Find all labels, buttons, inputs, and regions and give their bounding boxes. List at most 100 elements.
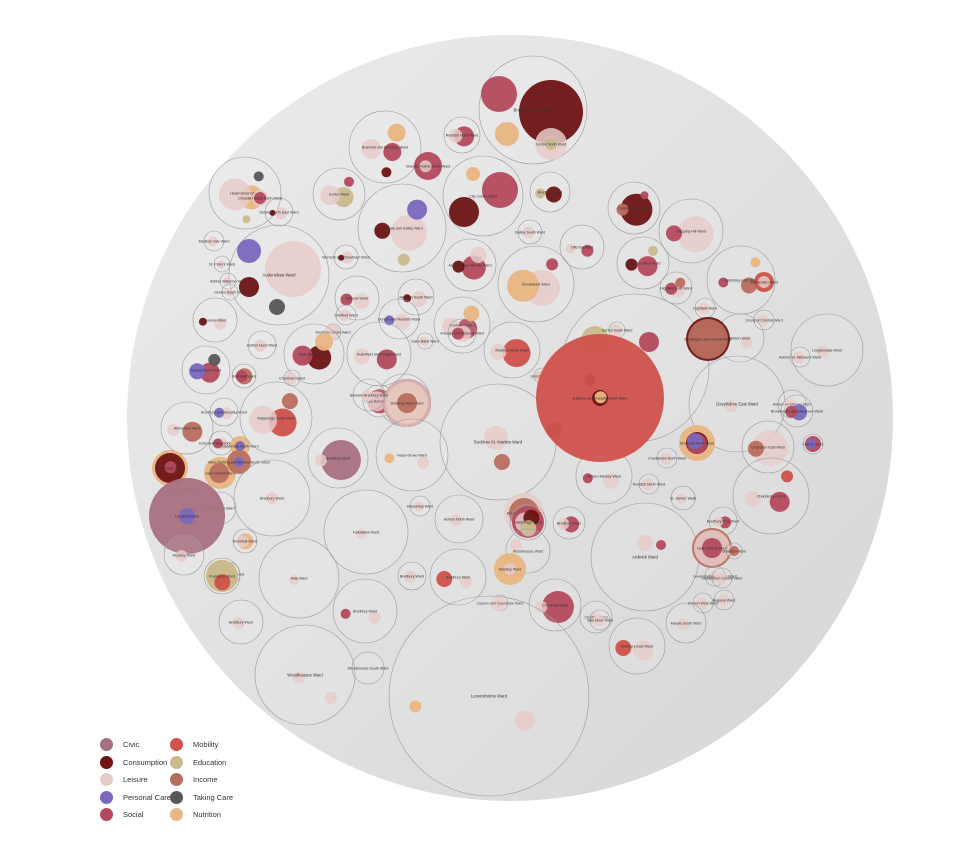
ward-cluster: Hazel Grove Ward xyxy=(375,418,449,492)
ward-cluster: Hale Ward xyxy=(258,537,340,619)
category-bubble-leisure xyxy=(510,539,522,551)
category-bubble-leisure xyxy=(217,260,225,269)
ward-label: Denton North East Ward xyxy=(259,211,298,215)
ward-cluster: City Centre Ward xyxy=(442,155,524,237)
category-bubble-social xyxy=(254,192,266,204)
ward-label: Hale Central Ward xyxy=(697,547,726,551)
ward-cluster: Cheadle Hulme North Ward xyxy=(238,190,282,206)
ward-cluster: Longford Ward xyxy=(149,478,225,554)
ward-cluster: Bredbury Ward xyxy=(332,578,398,644)
ward-label: Bredbury Ward xyxy=(326,457,350,461)
ward-label: Audenshaw Ward xyxy=(263,273,297,278)
ward-label: Cheadle and Gatley Ward xyxy=(381,227,422,231)
category-bubble-nutrition xyxy=(315,332,333,351)
category-bubble-leisure xyxy=(341,251,354,264)
ward-label: Ancoats and Beswick Ward xyxy=(440,332,484,336)
ward-cluster: Hulme Ward xyxy=(802,433,824,455)
ward-label: Droylsden West Ward xyxy=(626,262,661,266)
legend-label: Income xyxy=(193,775,218,784)
ward-label: Miles Platting and Newton Heath Ward xyxy=(208,461,270,465)
category-bubble-social xyxy=(656,540,666,550)
ward-cluster: Reddish South Ward xyxy=(397,278,435,316)
ward-cluster: Reddish South Ward xyxy=(483,321,541,379)
category-bubble-leisure xyxy=(236,535,249,548)
ward-cluster: Gorton Ward xyxy=(312,167,366,221)
category-bubble-mobility xyxy=(781,470,794,483)
category-bubble-leisure xyxy=(514,710,535,731)
legend-item-leisure: Leisure xyxy=(100,773,148,786)
ward-label: Ashton North Ward xyxy=(444,518,474,522)
category-bubble-leisure xyxy=(718,594,730,606)
category-bubble-social xyxy=(452,327,464,340)
category-bubble-leisure xyxy=(218,178,251,211)
ward-label: Stockport North Ward xyxy=(680,442,714,446)
ward-label: Chadderton North Ward xyxy=(648,457,686,461)
ward-label: Fallowfield Ward xyxy=(353,531,379,535)
ward-cluster: Clayton and Openshaw Ward xyxy=(477,594,523,612)
legend-label: Civic xyxy=(123,740,140,749)
ward-label: Bredbury Ward xyxy=(446,576,470,580)
legend-swatch xyxy=(100,773,113,786)
category-bubble-leisure xyxy=(470,246,487,263)
ward-label: Brooklands Ward xyxy=(522,283,549,287)
ward-cluster: Bredbury Ward xyxy=(397,561,427,591)
ward-cluster: Altrincham Ward xyxy=(160,401,214,455)
category-bubble-nutrition xyxy=(384,453,395,464)
ward-cluster: Marple North Ward xyxy=(181,345,231,395)
ward-label: Marple South Ward xyxy=(671,622,702,626)
ward-cluster: Bredbury Ward xyxy=(218,599,264,645)
category-bubble-leisure xyxy=(603,472,619,489)
category-bubble-income xyxy=(729,546,739,556)
ward-cluster: Stalybridge Ward xyxy=(509,503,547,541)
legend-swatch xyxy=(170,738,183,751)
ward-label: Flixton Ward xyxy=(730,337,750,341)
ward-boundary xyxy=(429,548,487,606)
ward-label: Bramhall and Woodsey Ward xyxy=(362,146,409,150)
ward-label: Bredbury and Woodley Ward xyxy=(201,411,247,415)
ward-boundary xyxy=(323,489,409,575)
ward-label: Bramhall Ward xyxy=(233,540,257,544)
category-bubble-leisure xyxy=(610,324,622,337)
legend-item-personal: Personal Care xyxy=(100,790,171,804)
category-bubble-personal xyxy=(189,363,206,380)
ward-cluster: Droylsden East Ward xyxy=(741,420,795,474)
ward-label: Woodhouses South Ward xyxy=(348,667,389,671)
ward-label: Marple North Ward xyxy=(191,369,221,373)
category-bubble-social xyxy=(718,277,729,288)
ward-cluster: Stalybridge South Ward xyxy=(239,381,313,455)
ward-label: Denton and Reddish Ward xyxy=(378,318,420,322)
category-bubble-leisure xyxy=(354,348,370,365)
category-bubble-leisure xyxy=(448,128,463,143)
category-bubble-income xyxy=(281,393,298,410)
ward-label: Ardwick Ward xyxy=(632,555,658,560)
category-bubble-leisure xyxy=(756,314,769,327)
ward-label: Stalybridge North Ward xyxy=(221,445,258,449)
ward-cluster: St. Peter's Ward xyxy=(209,255,235,273)
legend-swatch xyxy=(170,773,183,786)
legend-item-taking_care: Taking Care xyxy=(170,790,233,804)
ward-cluster: Miles Platting and Newton Heath Ward xyxy=(208,450,270,474)
category-bubble-personal xyxy=(235,441,245,451)
category-bubble-social xyxy=(639,332,659,352)
category-bubble-social xyxy=(344,176,354,187)
ward-cluster: Edgeley and Cheadle Heath Ward xyxy=(536,334,664,462)
category-bubble-leisure xyxy=(413,501,424,512)
category-bubble-leisure xyxy=(293,671,305,684)
ward-label: Edgeley and Cheadle Heath Ward xyxy=(573,397,627,401)
legend-item-social: Social xyxy=(100,808,143,821)
category-bubble-consumption xyxy=(625,258,638,271)
ward-label: Ashton on Mersey Ward xyxy=(773,403,811,407)
ward-label: Reddish North Ward xyxy=(633,483,665,487)
legend-label: Mobility xyxy=(193,740,219,749)
legend-item-income: Income xyxy=(170,773,218,786)
category-bubble-leisure xyxy=(752,430,789,467)
legend-label: Personal Care xyxy=(123,792,171,802)
ward-cluster: Ashton St. Michael's Ward xyxy=(779,346,821,368)
category-bubble-nutrition xyxy=(594,391,607,404)
ward-label: Rusholme Ward xyxy=(209,575,235,579)
ward-label: Gorton Ward xyxy=(329,193,349,197)
category-bubble-income xyxy=(688,319,728,359)
category-bubble-leisure xyxy=(175,550,188,562)
category-bubble-leisure xyxy=(214,317,227,330)
